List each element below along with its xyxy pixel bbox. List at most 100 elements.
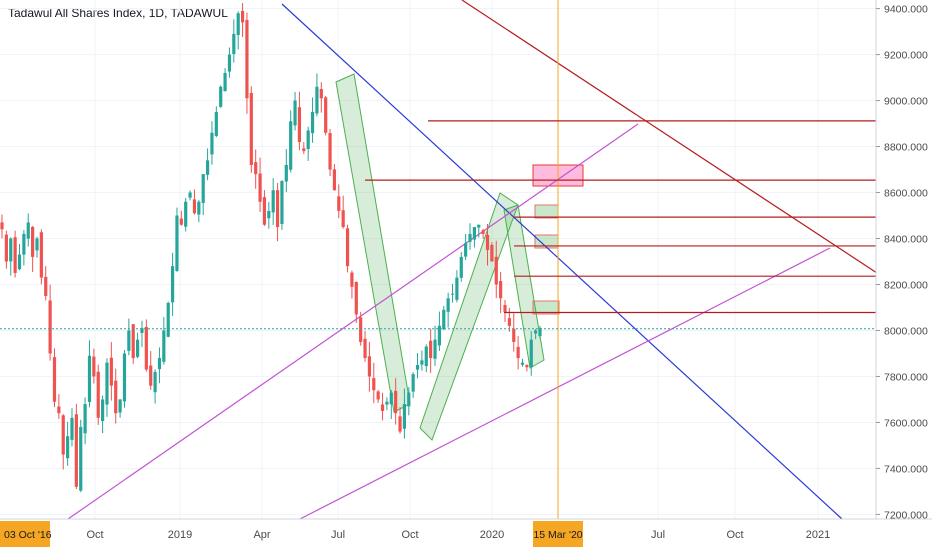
candle-body: [310, 112, 315, 134]
y-tick-label: 7600.000: [884, 417, 928, 429]
drawings[interactable]: [67, 0, 881, 520]
candle: [394, 378, 398, 425]
trend-line-darkred: [461, 0, 881, 276]
x-tick-label: Jul: [331, 529, 345, 541]
candle-body: [398, 416, 402, 432]
candle-body: [188, 192, 192, 198]
candle: [0, 214, 4, 239]
candle: [227, 47, 232, 78]
candle-body: [66, 436, 70, 459]
candle-body: [105, 362, 109, 405]
candle-body: [446, 298, 450, 312]
candle-body: [380, 404, 385, 411]
candle-body: [442, 309, 446, 330]
candle-body: [101, 399, 105, 422]
candle: [245, 12, 249, 114]
candle: [468, 223, 472, 250]
candle: [223, 68, 227, 92]
candle-body: [210, 132, 214, 155]
candle-body: [363, 338, 367, 359]
candle: [437, 311, 441, 351]
candle-body: [144, 326, 148, 370]
candle: [13, 230, 17, 278]
candle: [175, 207, 179, 272]
candle: [31, 226, 35, 273]
candle-body: [302, 148, 306, 152]
candle: [464, 233, 468, 261]
candle: [79, 419, 83, 493]
candle: [507, 307, 511, 332]
candle-body: [468, 233, 472, 242]
candle-body: [324, 97, 328, 133]
candle-body: [219, 86, 223, 107]
candle: [389, 389, 393, 420]
candle-body: [271, 190, 275, 213]
candle: [162, 317, 166, 365]
candle-body: [367, 356, 372, 377]
candle-body: [17, 254, 22, 270]
y-tick-label: 7400.000: [884, 463, 928, 475]
candle: [192, 189, 197, 215]
candle: [144, 319, 148, 372]
candle: [429, 328, 433, 373]
candle-body: [293, 100, 297, 126]
x-cursor-box: [533, 521, 583, 547]
candle-body: [267, 210, 271, 219]
candle: [61, 414, 65, 470]
candle: [232, 19, 236, 63]
candle-body: [538, 328, 542, 337]
channel-shaded-3: [503, 204, 545, 369]
y-tick-label: 9400.000: [884, 4, 928, 16]
candle: [105, 358, 109, 417]
y-tick-label: 7200.000: [884, 509, 928, 521]
candle: [267, 201, 271, 229]
candle: [442, 305, 446, 331]
candle: [494, 240, 498, 299]
candle: [367, 342, 372, 392]
candle-body: [127, 330, 131, 351]
candle: [310, 97, 315, 143]
candle: [341, 195, 345, 229]
candle-body: [87, 355, 92, 403]
candle-body: [35, 238, 39, 251]
candle: [420, 350, 424, 371]
candle-body: [245, 19, 249, 99]
candle: [284, 148, 288, 193]
candle-body: [389, 392, 393, 405]
candle-body: [485, 234, 490, 251]
candle: [354, 281, 358, 324]
candle: [188, 190, 192, 201]
candle: [472, 227, 476, 248]
candle-body: [394, 390, 398, 414]
candle: [258, 157, 262, 212]
x-tick-label: Jul: [651, 529, 665, 541]
candle-body: [464, 243, 468, 257]
candle: [280, 180, 284, 230]
candle: [363, 330, 367, 362]
candle: [324, 95, 328, 136]
candle: [92, 348, 96, 384]
candle: [39, 229, 43, 285]
candle: [109, 342, 113, 401]
candle: [44, 266, 48, 301]
candle: [534, 329, 538, 340]
candle-body: [262, 197, 267, 225]
candle-body: [477, 224, 481, 228]
candle-body: [74, 414, 78, 487]
candle-body: [214, 112, 218, 136]
candle: [512, 313, 516, 352]
candle-body: [31, 226, 35, 257]
candle-body: [499, 281, 503, 299]
candle-body: [232, 33, 236, 55]
candle-body: [149, 365, 153, 386]
candle-body: [135, 339, 140, 357]
candle: [275, 183, 280, 242]
candle-body: [92, 356, 96, 377]
candle-body: [534, 330, 538, 334]
candle-body: [61, 415, 65, 455]
candle-body: [516, 346, 520, 359]
candle-body: [140, 328, 144, 333]
candle-body: [306, 130, 310, 149]
candle-body: [0, 222, 4, 230]
